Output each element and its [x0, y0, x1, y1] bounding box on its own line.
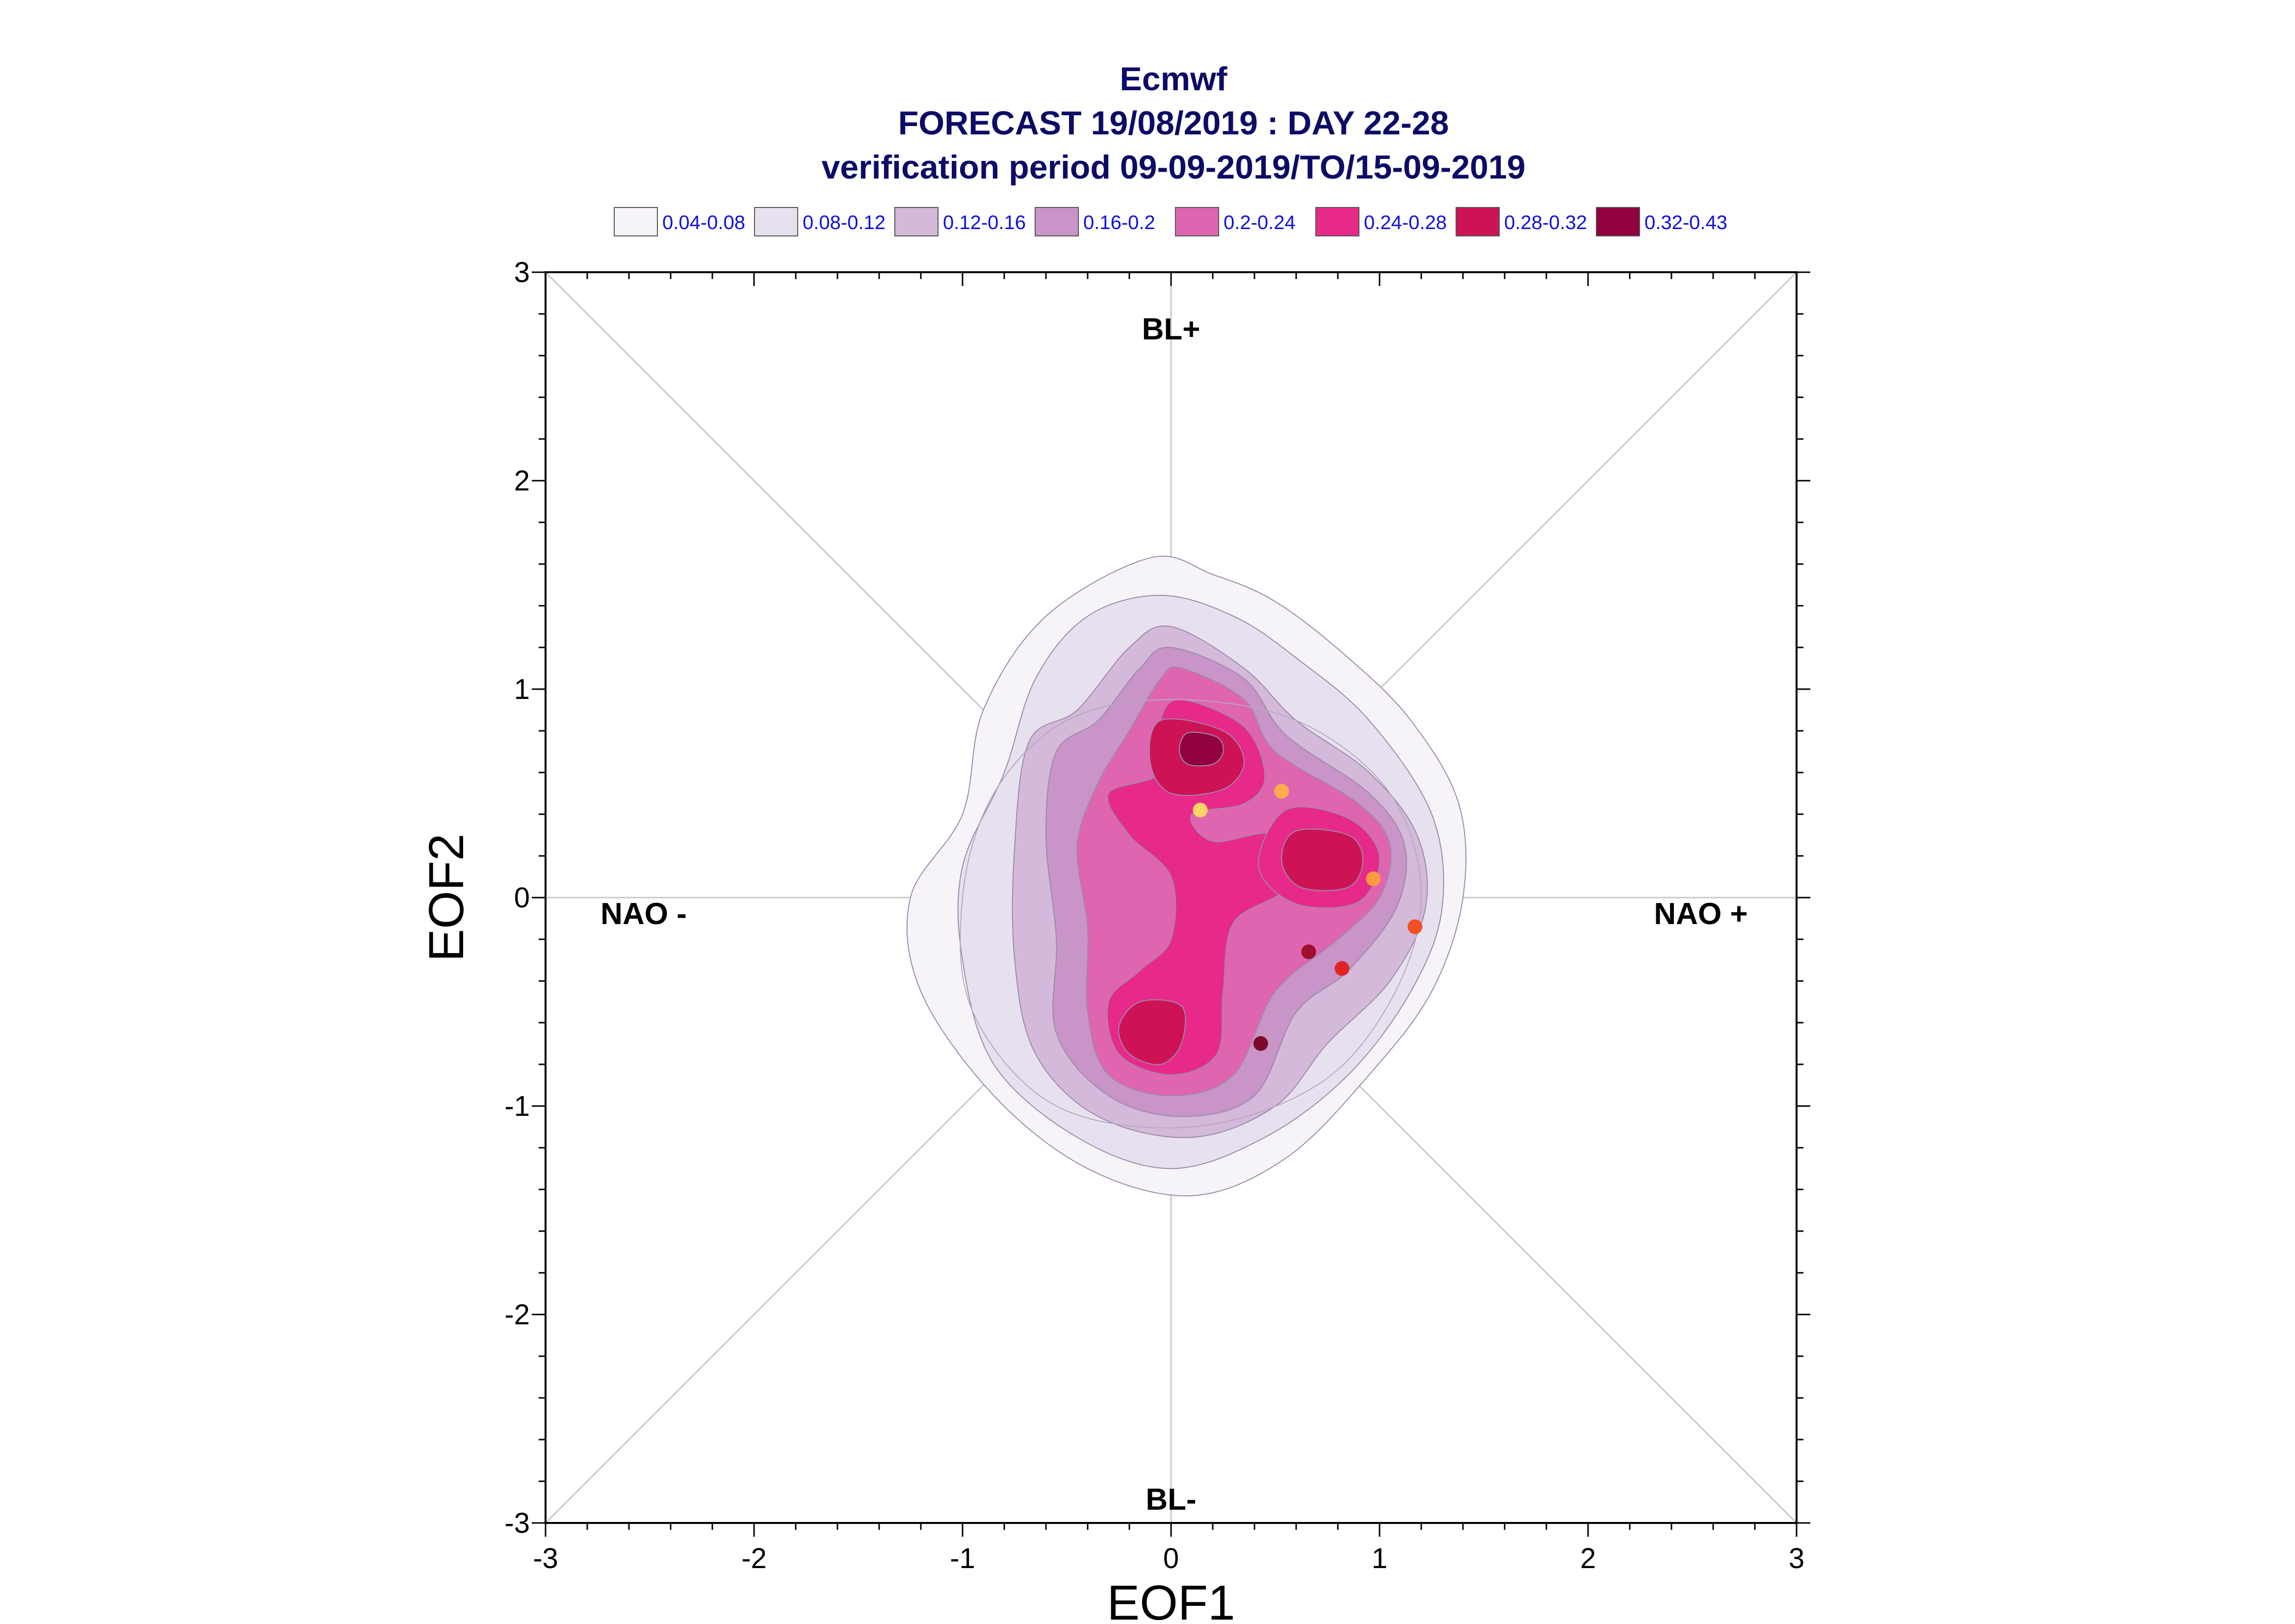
legend-swatch-7 — [1596, 207, 1640, 236]
legend-label-4: 0.2-0.24 — [1224, 212, 1296, 233]
y-tick-label: 3 — [514, 257, 530, 288]
scatter-point — [1253, 1036, 1268, 1051]
chart-title-line-2: FORECAST 19/08/2019 : DAY 22-28 — [898, 104, 1449, 142]
legend-label-0: 0.04-0.08 — [662, 212, 745, 233]
density-blob-2 — [1281, 828, 1364, 891]
x-tick-label: 2 — [1580, 1543, 1596, 1574]
density-blob-3 — [1118, 999, 1186, 1065]
regime-label-bl-plus: BL+ — [1142, 312, 1200, 346]
regime-label-bl-minus: BL- — [1146, 1483, 1196, 1517]
legend-label-7: 0.32-0.43 — [1644, 212, 1727, 233]
x-tick-labels: -3 -2 -1 0 1 2 3 — [533, 1543, 1804, 1574]
regime-label-nao-minus: NAO - — [600, 897, 687, 931]
legend-label-5: 0.24-0.28 — [1364, 212, 1447, 233]
legend-label-1: 0.08-0.12 — [803, 212, 886, 233]
x-tick-label: -3 — [533, 1543, 558, 1574]
density-contours — [906, 555, 1467, 1197]
regime-labels: BL+ BL- NAO - NAO + — [600, 312, 1747, 1517]
density-blob-4 — [1178, 731, 1224, 767]
y-tick-label: -1 — [504, 1090, 530, 1122]
y-tick-label: 2 — [514, 465, 530, 497]
x-tick-label: 1 — [1372, 1543, 1387, 1574]
chart-title-line-1: Ecmwf — [1120, 60, 1227, 98]
y-tick-labels: -3 -2 -1 0 1 2 3 — [504, 257, 530, 1539]
legend-label-3: 0.16-0.2 — [1083, 212, 1155, 233]
tick-marks — [532, 271, 1810, 1537]
legend-swatch-0 — [614, 207, 658, 236]
density-legend: 0.04-0.08 0.08-0.12 0.12-0.16 0.16-0.2 0… — [614, 207, 1727, 236]
y-tick-label: -2 — [504, 1299, 530, 1331]
y-tick-label: 1 — [514, 673, 530, 705]
chart-title: Ecmwf FORECAST 19/08/2019 : DAY 22-28 ve… — [821, 60, 1525, 186]
legend-swatch-2 — [894, 207, 939, 236]
legend-label-2: 0.12-0.16 — [943, 212, 1026, 233]
x-axis-title: EOF1 — [1107, 1575, 1235, 1624]
density-outline-0 — [960, 699, 1422, 1129]
chart-title-line-3: verification period 09-09-2019/TO/15-09-… — [821, 149, 1525, 186]
y-axis-title: EOF2 — [419, 833, 474, 961]
scatter-point — [1193, 802, 1208, 818]
axes: -3 -2 -1 0 1 2 3 -3 -2 -1 0 1 2 3 EOF1 E… — [419, 257, 1810, 1624]
y-tick-label: -3 — [504, 1507, 530, 1539]
legend-swatch-3 — [1035, 207, 1079, 236]
legend-label-6: 0.28-0.32 — [1504, 212, 1587, 233]
legend-swatch-1 — [754, 207, 798, 236]
x-tick-label: -2 — [741, 1543, 767, 1574]
y-tick-label: 0 — [514, 882, 530, 914]
legend-swatch-4 — [1175, 207, 1219, 236]
scatter-point — [1301, 944, 1316, 959]
scatter-point — [1334, 961, 1350, 976]
regime-label-nao-plus: NAO + — [1654, 897, 1747, 931]
scatter-point — [1366, 871, 1381, 886]
scatter-point — [1408, 919, 1423, 934]
legend-swatch-5 — [1315, 207, 1359, 236]
x-tick-label: 0 — [1163, 1543, 1179, 1574]
plot-area: BL+ BL- NAO - NAO + — [545, 271, 1798, 1524]
x-tick-label: 3 — [1789, 1543, 1804, 1574]
scatter-point — [1274, 784, 1289, 799]
scatter-points — [1193, 784, 1423, 1051]
legend-swatch-6 — [1456, 207, 1500, 236]
x-tick-label: -1 — [950, 1543, 975, 1574]
